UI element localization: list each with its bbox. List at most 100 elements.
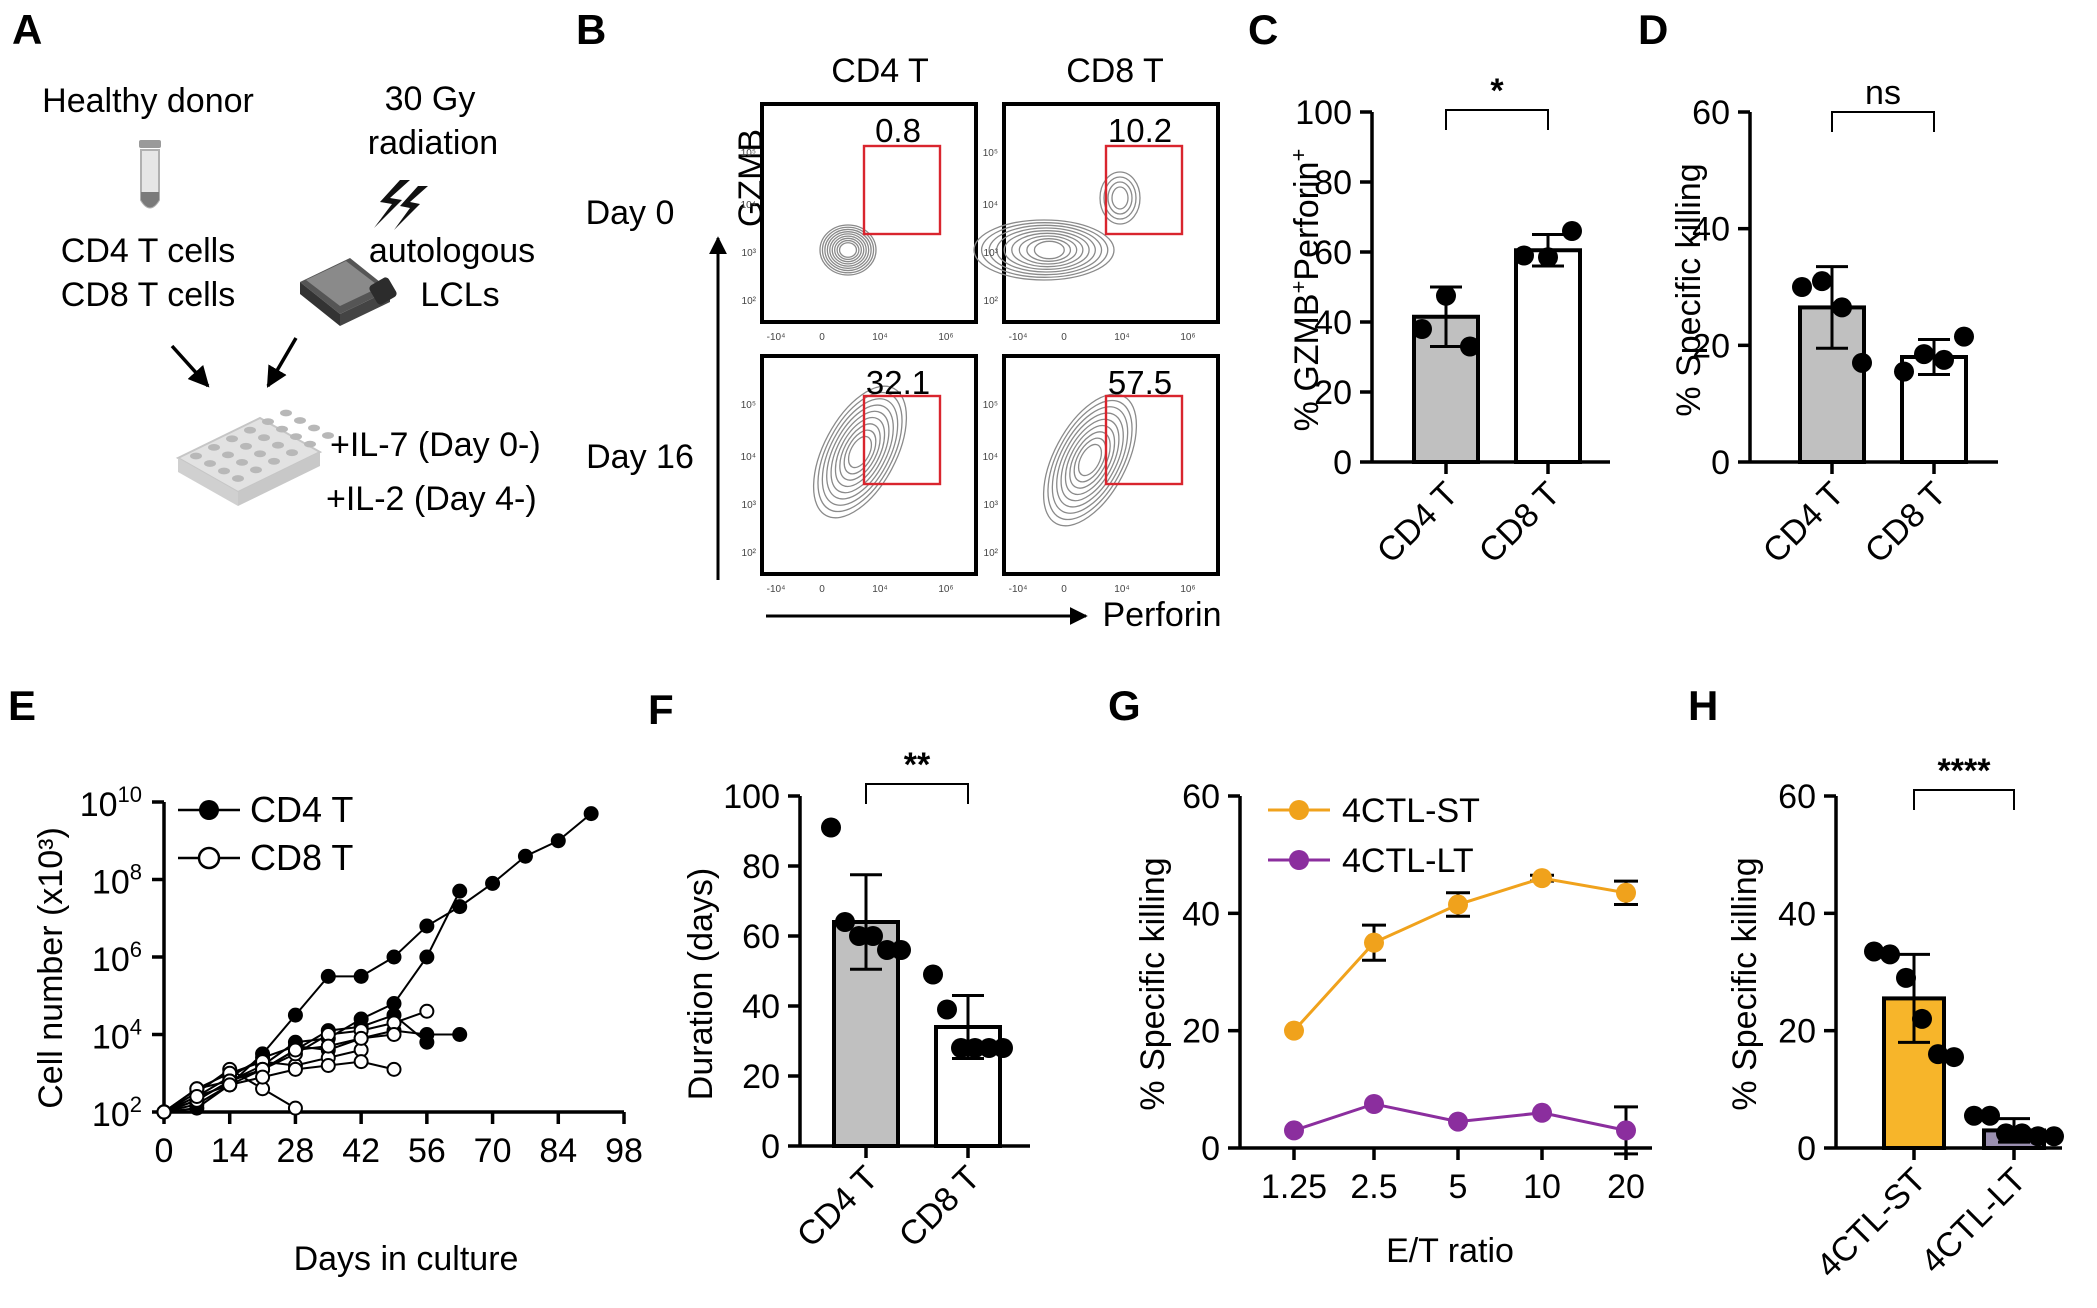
bar xyxy=(1514,248,1582,464)
growth-line xyxy=(163,890,461,1113)
flow-contour xyxy=(1056,412,1124,508)
x-tick-label: CD8 T xyxy=(1472,475,1568,571)
flow-x-tick: 10⁶ xyxy=(1180,584,1195,595)
well xyxy=(304,440,316,448)
flow-y-tick: 10⁴ xyxy=(983,200,998,211)
y-tick-label: 0 xyxy=(761,1128,780,1166)
legend-marker-cd8 xyxy=(197,846,221,870)
flow-x-tick: 10⁶ xyxy=(1180,332,1195,343)
flow-contour xyxy=(1107,181,1133,215)
well xyxy=(254,450,266,458)
data-point xyxy=(1944,1047,1964,1068)
y-tick-label: 0 xyxy=(1333,444,1352,482)
legend-label-cd4: CD4 T xyxy=(250,789,353,830)
data-point xyxy=(1896,967,1916,988)
day16-row-label: Day 16 xyxy=(586,438,694,476)
growth-point xyxy=(189,1089,205,1104)
panel-letter-a: A xyxy=(12,6,42,53)
flow-y-tick: 10³ xyxy=(742,500,757,511)
gate-percentage: 10.2 xyxy=(1108,112,1172,149)
flow-contour xyxy=(817,391,903,513)
growth-point xyxy=(452,883,468,899)
y-tick-label: 60 xyxy=(742,918,780,956)
y-tick-label: 104 xyxy=(92,1015,142,1057)
data-point xyxy=(923,964,943,985)
growth-point xyxy=(452,1027,468,1042)
flow-plot-frame xyxy=(760,102,978,324)
flow-x-tick: 10⁴ xyxy=(872,584,887,595)
flow-y-tick: 10³ xyxy=(984,500,999,511)
flow-y-tick: 10² xyxy=(984,548,999,559)
flow-contour xyxy=(1060,418,1120,502)
data-point xyxy=(1562,221,1582,241)
growth-point xyxy=(419,1003,435,1019)
x-tick-label: 84 xyxy=(539,1132,577,1170)
x-tick-label: 10 xyxy=(1523,1168,1561,1206)
lightning-icon xyxy=(374,180,428,230)
flow-contour xyxy=(973,219,1115,281)
significance-label: ** xyxy=(904,746,931,784)
y-tick-label: 40 xyxy=(742,988,780,1026)
well xyxy=(236,459,248,466)
y-tick-label: 20 xyxy=(1314,374,1352,412)
y-tick-label: 60 xyxy=(1314,234,1352,272)
panel-letter-h: H xyxy=(1688,682,1718,729)
well xyxy=(190,452,202,460)
data-point xyxy=(2012,1123,2032,1144)
growth-point xyxy=(320,968,336,984)
well xyxy=(262,418,274,425)
growth-point xyxy=(386,949,402,965)
growth-point xyxy=(419,1027,435,1042)
flow-contour xyxy=(819,224,877,276)
significance-bracket xyxy=(865,783,969,804)
flow-contour xyxy=(830,410,890,494)
x-tick-label: CD8 T xyxy=(892,1159,988,1255)
y-tick-label: 20 xyxy=(1182,1013,1220,1051)
radiation-dose-label: 30 Gy xyxy=(385,80,476,118)
flow-contour xyxy=(1111,186,1129,210)
growth-point xyxy=(419,949,435,965)
x-tick-label: 28 xyxy=(277,1132,315,1170)
significance-bracket xyxy=(1445,109,1549,130)
x-tick-label: CD4 T xyxy=(790,1159,886,1255)
well xyxy=(258,434,270,442)
data-point xyxy=(1914,344,1934,365)
growth-point xyxy=(386,1061,402,1077)
data-point xyxy=(1812,271,1832,292)
growth-point xyxy=(222,1077,238,1093)
healthy-donor-label: Healthy donor xyxy=(42,82,254,120)
series-point xyxy=(1448,1111,1468,1132)
well xyxy=(222,451,234,459)
x-tick-label: CD8 T xyxy=(1858,475,1954,571)
flow-contour xyxy=(821,226,875,274)
x-tick-label: 98 xyxy=(605,1132,643,1170)
arrow-from-lcls xyxy=(266,337,298,388)
flow-x-tick: 0 xyxy=(1061,332,1067,343)
flow-contour xyxy=(826,404,894,500)
flow-y-tick: 10⁴ xyxy=(741,200,756,211)
well xyxy=(294,417,306,424)
significance-label: **** xyxy=(1938,752,1992,790)
series-point xyxy=(1364,932,1384,953)
flow-y-tick: 10² xyxy=(742,296,757,307)
well-plate-icon xyxy=(175,409,334,506)
series-point xyxy=(1364,1094,1384,1114)
series-point xyxy=(1284,1020,1304,1041)
y-tick-label: 60 xyxy=(1692,94,1730,132)
data-point xyxy=(1832,297,1852,318)
data-point xyxy=(2028,1126,2048,1147)
flow-contour xyxy=(1069,431,1111,489)
growth-point xyxy=(287,1061,303,1077)
well xyxy=(286,449,298,457)
data-point xyxy=(1980,1105,2000,1126)
series-point xyxy=(1532,1102,1552,1123)
panel-g: G % Specific killing E/T ratio 0 20 40 60 1.… xyxy=(1108,682,1652,1270)
panel-c: C % GZMB+Perforin+ 0 20 40 60 80 100 CD4 T CD8 … xyxy=(1248,6,1610,571)
panel-letter-c: C xyxy=(1248,6,1278,53)
x-tick-label: 4CTL-LT xyxy=(1914,1161,2034,1281)
culture-flask-icon xyxy=(300,258,397,326)
cd8-cells-label: CD8 T cells xyxy=(61,276,235,314)
flow-x-tick: 0 xyxy=(1061,584,1067,595)
flow-y-tick: 10⁵ xyxy=(983,400,998,411)
x-tick-label: 5 xyxy=(1449,1168,1468,1206)
